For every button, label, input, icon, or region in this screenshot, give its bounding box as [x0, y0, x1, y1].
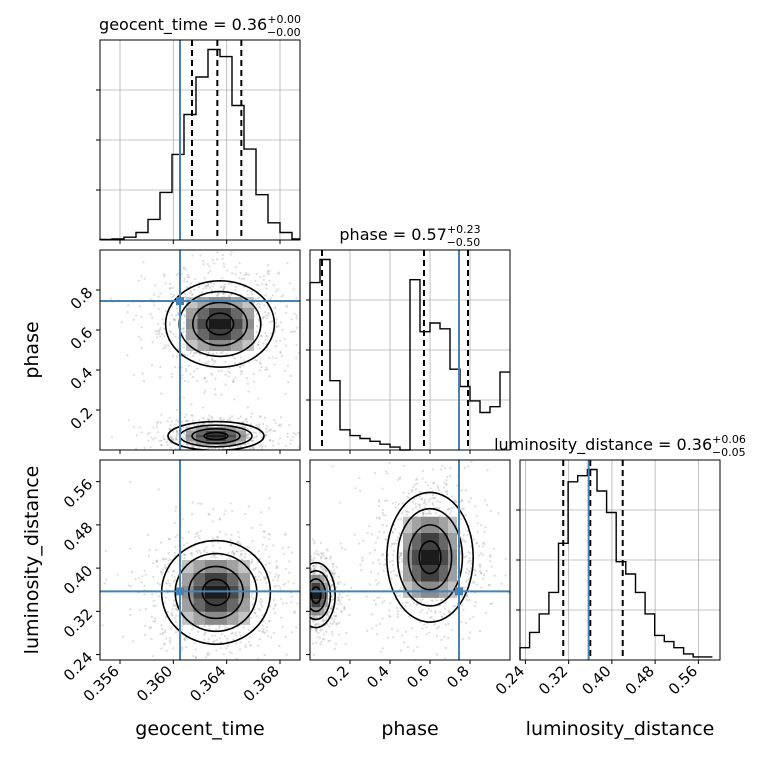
contours — [160, 539, 272, 646]
x-tick-label: 0.364 — [186, 662, 229, 705]
contour-line — [191, 427, 241, 444]
y-tick-label: 0.40 — [60, 562, 96, 598]
x-axis-label-luminosity_distance: luminosity_distance — [526, 718, 715, 740]
y-tick-label: 0.8 — [67, 284, 97, 314]
density-blocks — [310, 516, 457, 616]
contour-line — [385, 491, 474, 623]
y-tick-label: 0.4 — [67, 364, 97, 394]
joint-content — [109, 250, 300, 450]
joint-content — [310, 460, 510, 660]
y-axis-label-luminosity_distance: luminosity_distance — [21, 466, 43, 655]
y-axis-phase: 0.2 0.4 0.6 0.8 phase — [21, 284, 100, 434]
y-axis-label-phase: phase — [21, 321, 43, 378]
hist-panel-luminosity_distance: luminosity_distance = 0.36+0.06 −0.05 — [494, 433, 746, 661]
x-tick-label: 0.40 — [578, 662, 614, 698]
x-tick-label: 0.8 — [443, 662, 473, 692]
title-value: phase = 0.57 — [339, 225, 446, 244]
contour-line — [310, 578, 327, 613]
truth-marker — [176, 587, 184, 596]
panel-frame — [309, 459, 511, 661]
contours — [310, 491, 474, 629]
contour-line — [188, 565, 245, 620]
density-blocks — [182, 560, 250, 625]
title-plus: +0.23 — [447, 223, 481, 236]
histogram-phase — [309, 258, 510, 451]
truth-marker — [455, 587, 463, 596]
x-axis-luminosity_distance: 0.24 0.32 0.40 0.48 0.56 luminosity_distance — [492, 660, 714, 740]
panel-frame — [99, 249, 301, 451]
truth-marker — [176, 297, 184, 305]
contour-line — [164, 279, 276, 368]
panel-frame — [519, 459, 721, 661]
histogram-geocent_time — [99, 48, 300, 241]
contour-line — [310, 570, 332, 621]
panel-title-luminosity_distance: luminosity_distance = 0.36+0.06 −0.05 — [494, 433, 746, 459]
contour-line — [203, 431, 229, 441]
x-axis-label-phase: phase — [381, 718, 438, 740]
joint-panel-phase_vs_luminosity_distance — [309, 459, 511, 661]
contour-line — [310, 586, 322, 605]
title-minus: −0.50 — [447, 236, 481, 249]
title-plus: +0.06 — [712, 433, 746, 446]
x-tick-label: 0.2 — [323, 662, 353, 692]
title-value: luminosity_distance = 0.36 — [494, 435, 712, 455]
contour-line — [201, 578, 231, 607]
y-tick-label: 0.56 — [60, 475, 96, 511]
panel-frame — [99, 459, 301, 661]
panel-title-phase: phase = 0.57+0.23 −0.50 — [339, 223, 480, 249]
title-minus: −0.00 — [267, 26, 301, 39]
x-tick-label: 0.48 — [622, 662, 658, 698]
contour-line — [205, 312, 235, 336]
x-tick-label: 0.6 — [403, 662, 433, 692]
hist-panel-phase: phase = 0.57+0.23 −0.50 — [306, 223, 511, 451]
hist-panel-geocent_time: geocent_time = 0.36+0.00 −0.00 — [96, 13, 301, 241]
y-tick-label: 0.2 — [67, 404, 97, 434]
x-tick-label: 0.32 — [535, 662, 571, 698]
x-axis-label-geocent_time: geocent_time — [135, 718, 264, 740]
x-tick-label: 0.360 — [133, 662, 176, 705]
x-tick-label: 0.4 — [363, 662, 393, 692]
x-tick-label: 0.56 — [665, 662, 701, 698]
contour-line — [167, 420, 265, 450]
title-minus: −0.05 — [712, 446, 746, 459]
contour-line — [174, 552, 258, 633]
x-tick-label: 0.368 — [240, 662, 283, 705]
contour-line — [310, 561, 336, 629]
y-tick-label: 0.24 — [60, 648, 96, 684]
joint-panel-geocent_time_vs_phase — [99, 249, 301, 451]
title-plus: +0.00 — [267, 13, 301, 26]
joint-panel-geocent_time_vs_luminosity_distance — [99, 459, 301, 661]
y-tick-label: 0.32 — [60, 605, 96, 641]
joint-content — [101, 481, 299, 660]
panel-frame — [99, 39, 301, 241]
histogram-luminosity_distance — [519, 468, 713, 660]
contour-line — [192, 301, 249, 347]
contour-line — [407, 524, 453, 591]
y-tick-label: 0.48 — [60, 519, 96, 555]
title-value: geocent_time = 0.36 — [99, 15, 267, 35]
contour-line — [160, 539, 272, 646]
panel-frame — [309, 249, 511, 451]
contour-line — [418, 540, 442, 575]
contours — [164, 279, 276, 450]
y-tick-label: 0.6 — [67, 324, 97, 354]
x-tick-label: 0.24 — [492, 662, 528, 698]
contour-line — [396, 507, 464, 607]
panel-title-geocent_time: geocent_time = 0.36+0.00 −0.00 — [99, 13, 301, 39]
